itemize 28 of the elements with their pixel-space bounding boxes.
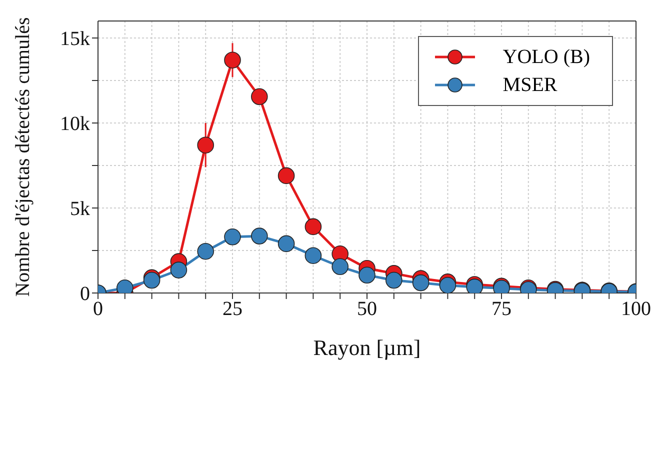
point [170,262,188,278]
point [197,242,214,260]
point [412,274,430,292]
point [251,228,268,244]
legend-label: MSER [502,74,558,96]
point [358,266,376,284]
y-tick-label: 10k [60,113,90,136]
point [332,258,348,276]
x-tick-label: 50 [357,298,377,320]
point [197,136,214,154]
x-tick-label: 100 [621,298,651,320]
point [224,52,241,68]
point [278,235,295,252]
point [304,218,322,236]
x-tick-label: 75 [492,298,512,320]
point [251,88,268,106]
x-axis-title: Rayon [µm] [313,335,421,360]
y-tick-label: 15k [60,28,90,50]
legend-label: YOLO (B) [502,46,590,68]
point [304,247,322,264]
x-tick-label: 25 [222,298,242,320]
y-axis-title: Nombre d'éjectas détectés cumulés [12,16,34,297]
y-tick-label: 0 [80,283,90,306]
point [386,272,402,289]
point [439,276,456,293]
y-tick-label: 5k [70,198,90,220]
point [278,167,295,184]
point [224,228,241,246]
